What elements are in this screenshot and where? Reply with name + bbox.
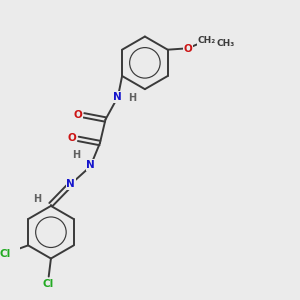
Text: CH₂: CH₂	[197, 36, 216, 45]
Text: O: O	[184, 44, 193, 54]
Text: O: O	[74, 110, 82, 120]
Text: CH₃: CH₃	[216, 39, 234, 48]
Text: H: H	[33, 194, 41, 204]
Text: N: N	[67, 179, 75, 189]
Text: N: N	[113, 92, 122, 102]
Text: H: H	[128, 93, 136, 103]
Text: O: O	[68, 133, 76, 143]
Text: N: N	[86, 160, 95, 170]
Text: H: H	[72, 150, 80, 160]
Text: Cl: Cl	[0, 249, 11, 259]
Text: Cl: Cl	[43, 279, 54, 289]
